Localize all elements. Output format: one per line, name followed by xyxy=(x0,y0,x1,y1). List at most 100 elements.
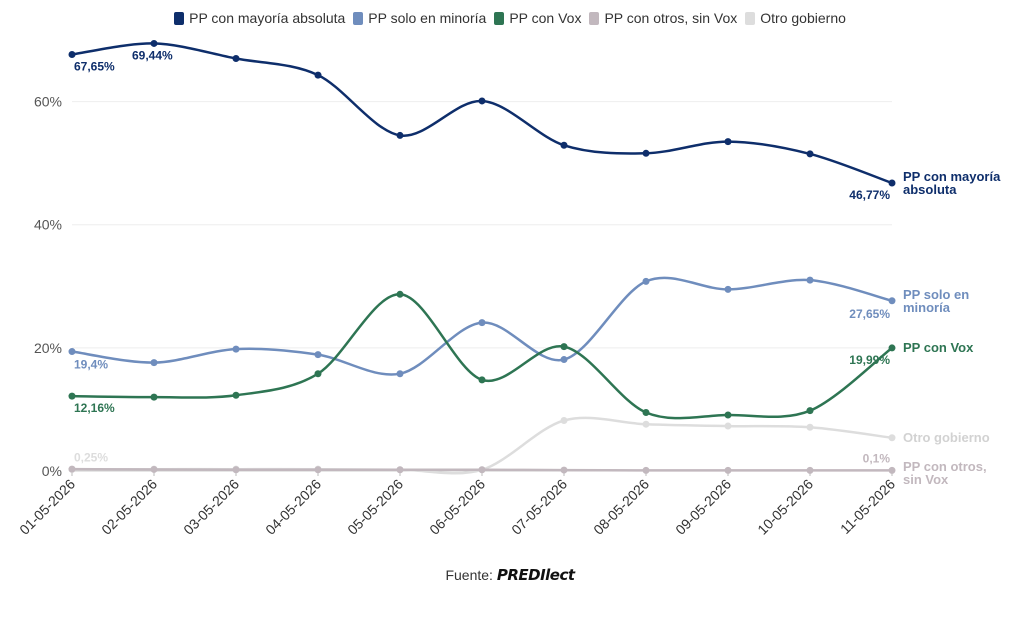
data-label: 19,99% xyxy=(849,353,890,367)
x-tick-label: 04-05-2026 xyxy=(262,476,324,538)
series-end-label-line: PP con otros, xyxy=(903,459,987,474)
legend-item[interactable]: PP solo en minoría xyxy=(353,10,486,26)
data-point xyxy=(478,466,486,474)
data-point xyxy=(560,356,568,364)
x-tick-label: 08-05-2026 xyxy=(590,476,652,538)
legend-label: PP con mayoría absoluta xyxy=(189,10,346,26)
data-point xyxy=(396,131,404,139)
data-label: 46,77% xyxy=(849,188,890,202)
x-tick-label: 01-05-2026 xyxy=(16,476,78,538)
source-brand-logo: PREDIlect xyxy=(496,566,575,584)
x-tick-label: 11-05-2026 xyxy=(837,476,898,537)
data-point xyxy=(150,393,158,401)
series-end-label: PP con otros, sin Vox xyxy=(903,459,987,487)
data-point xyxy=(888,344,896,352)
legend-label: Otro gobierno xyxy=(760,10,846,26)
data-label: 19,4% xyxy=(74,358,108,372)
legend-swatch xyxy=(745,11,756,25)
series-end-label-line: absoluta xyxy=(903,182,957,197)
x-tick-label: 02-05-2026 xyxy=(98,476,160,538)
x-tick-label: 03-05-2026 xyxy=(180,476,242,538)
series-end-label: PP con mayoría absoluta xyxy=(903,169,1001,197)
legend: PP con mayoría absoluta PP solo en minorí… xyxy=(0,10,1020,26)
data-point xyxy=(232,345,240,353)
data-point xyxy=(888,466,896,474)
data-point xyxy=(642,149,650,157)
series-end-label-line: PP con Vox xyxy=(903,340,974,355)
series-end-label: PP solo en minoría xyxy=(903,287,969,315)
x-tick-label: 05-05-2026 xyxy=(344,476,406,538)
data-point xyxy=(68,465,76,473)
y-tick-label: 20% xyxy=(34,340,62,356)
data-point xyxy=(478,376,486,384)
data-label: 67,65% xyxy=(74,59,115,73)
legend-swatch xyxy=(174,11,185,25)
series-line xyxy=(71,42,893,185)
data-point xyxy=(888,434,896,442)
data-point xyxy=(560,141,568,149)
line-chart: 0% 20% 40% 60% 01-05-2026 02-05-2026 03-05-202… xyxy=(16,39,1001,538)
legend-item[interactable]: PP con Vox xyxy=(494,10,581,26)
data-point xyxy=(560,417,568,425)
x-tick-label: 10-05-2026 xyxy=(754,476,816,538)
legend-label: PP con Vox xyxy=(509,10,582,26)
data-point xyxy=(806,466,814,474)
data-point xyxy=(724,422,732,430)
series-end-label-line: PP solo en xyxy=(903,287,969,302)
y-tick-label: 40% xyxy=(34,217,62,233)
data-point xyxy=(642,420,650,428)
data-point xyxy=(150,39,158,47)
y-tick-label: 60% xyxy=(34,94,62,110)
series-end-label-line: Otro gobierno xyxy=(903,430,990,445)
data-point xyxy=(478,319,486,327)
legend-item[interactable]: PP con otros, sin Vox xyxy=(589,10,737,26)
legend-item[interactable]: Otro gobierno xyxy=(745,10,846,26)
data-point xyxy=(806,150,814,158)
y-tick-label: 0% xyxy=(42,463,62,479)
data-point xyxy=(642,409,650,417)
series-end-label: PP con Vox xyxy=(903,340,974,355)
data-point xyxy=(560,343,568,351)
source-label: Fuente: xyxy=(445,567,493,583)
legend-item[interactable]: PP con mayoría absoluta xyxy=(174,10,345,26)
data-point xyxy=(806,407,814,415)
data-point xyxy=(478,97,486,105)
data-point xyxy=(68,392,76,400)
data-label: 27,65% xyxy=(849,307,890,321)
data-point xyxy=(806,276,814,284)
data-point xyxy=(232,54,240,62)
data-point xyxy=(314,71,322,79)
data-point xyxy=(68,348,76,356)
data-label: 12,16% xyxy=(74,401,115,415)
data-point xyxy=(724,411,732,419)
data-point xyxy=(724,285,732,293)
data-point xyxy=(396,290,404,298)
x-tick-label: 09-05-2026 xyxy=(672,476,734,538)
source-line: Fuente: PREDIlect xyxy=(0,566,1020,584)
x-tick-label: 07-05-2026 xyxy=(508,476,570,538)
data-point xyxy=(806,423,814,431)
data-point xyxy=(68,50,76,58)
data-label: 69,44% xyxy=(132,48,173,62)
data-point xyxy=(314,370,322,378)
data-label: 0,1% xyxy=(863,451,891,465)
legend-label: PP solo en minoría xyxy=(368,10,487,26)
data-point xyxy=(150,359,158,367)
series-end-label-line: PP con mayoría xyxy=(903,169,1001,184)
series-end-label: Otro gobierno xyxy=(903,430,990,445)
data-label: 0,25% xyxy=(74,450,108,464)
data-point xyxy=(232,391,240,399)
legend-swatch xyxy=(494,11,505,25)
data-point xyxy=(888,179,896,187)
data-point xyxy=(724,138,732,146)
legend-swatch xyxy=(353,11,364,25)
legend-label: PP con otros, sin Vox xyxy=(604,10,738,26)
legend-swatch xyxy=(589,11,600,25)
data-point xyxy=(724,466,732,474)
x-tick-label: 06-05-2026 xyxy=(426,476,488,538)
series-line xyxy=(71,416,893,475)
data-point xyxy=(314,466,322,474)
data-point xyxy=(560,466,568,474)
data-point xyxy=(396,466,404,474)
